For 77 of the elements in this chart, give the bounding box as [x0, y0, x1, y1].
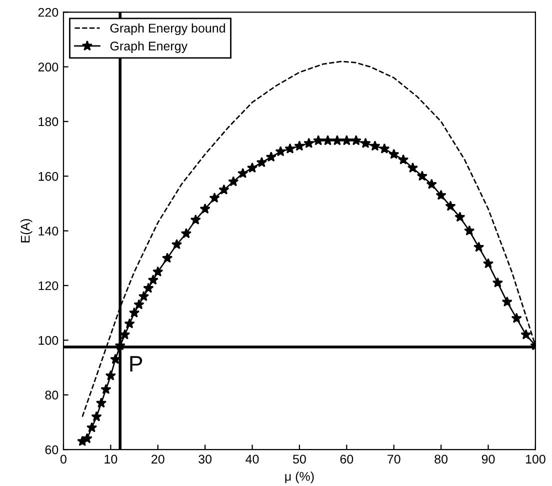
point	[266, 151, 276, 162]
point	[96, 398, 107, 408]
point	[138, 290, 150, 302]
point	[379, 143, 390, 154]
point	[256, 156, 268, 168]
point	[511, 312, 522, 323]
point	[464, 225, 475, 236]
x-tick-label: 30	[198, 454, 212, 464]
point	[275, 146, 286, 156]
point	[228, 176, 239, 186]
x-tick-label: 20	[152, 454, 164, 464]
point	[436, 190, 446, 200]
point	[100, 384, 112, 394]
annotation: P	[130, 356, 142, 372]
point	[482, 258, 494, 268]
point	[238, 168, 248, 178]
y-axis-title: E(A)	[20, 219, 32, 242]
point	[124, 318, 135, 328]
point	[246, 162, 258, 173]
point	[445, 200, 456, 211]
point	[200, 203, 210, 214]
point	[284, 143, 296, 154]
point	[322, 135, 334, 146]
point	[350, 135, 362, 146]
point	[502, 296, 512, 307]
y-tick-label: 160	[38, 172, 58, 181]
point	[416, 170, 428, 181]
point	[313, 135, 324, 146]
point	[162, 252, 173, 263]
x-tick-label: 100	[526, 454, 546, 464]
point	[91, 411, 102, 422]
point	[407, 162, 418, 173]
point	[294, 140, 305, 151]
point	[152, 266, 164, 276]
point	[492, 277, 503, 288]
point	[426, 178, 437, 190]
point	[148, 274, 158, 285]
point	[209, 192, 220, 203]
point	[454, 212, 466, 222]
x-tick-label: 40	[246, 454, 259, 464]
point	[128, 307, 140, 318]
point	[190, 214, 201, 225]
point	[86, 422, 98, 432]
x-tick-label: 0	[60, 454, 66, 464]
point	[388, 148, 400, 159]
point	[134, 299, 144, 310]
point	[370, 140, 380, 151]
point	[218, 184, 230, 194]
y-tick-label: 100	[38, 336, 58, 345]
point	[143, 282, 154, 293]
y-tick-label: 200	[38, 62, 58, 72]
point	[180, 228, 192, 238]
y-tick-label: 80	[45, 390, 58, 400]
point	[82, 433, 92, 444]
point	[341, 135, 352, 146]
y-tick-label: 180	[38, 117, 58, 126]
point	[304, 138, 314, 148]
point	[332, 135, 343, 146]
point	[360, 138, 371, 148]
y-tick-label: 60	[45, 445, 58, 454]
x-tick-label: 10	[104, 454, 118, 464]
point	[520, 329, 532, 340]
x-axis-title: μ (%)	[285, 472, 314, 484]
legend-label: Graph Energy bound	[110, 23, 225, 36]
x-tick-label: 50	[293, 454, 306, 464]
point	[398, 154, 409, 164]
point	[473, 242, 484, 252]
legend-label: Graph Energy	[110, 41, 188, 53]
x-tick-label: 80	[434, 454, 448, 464]
y-tick-label: 220	[38, 8, 58, 17]
x-tick-label: 70	[388, 454, 400, 464]
x-tick-label: 60	[340, 454, 354, 464]
y-tick-label: 140	[38, 226, 58, 236]
point	[171, 238, 182, 250]
y-tick-label: 120	[38, 281, 58, 290]
point	[105, 370, 116, 380]
x-tick-label: 90	[482, 454, 495, 464]
